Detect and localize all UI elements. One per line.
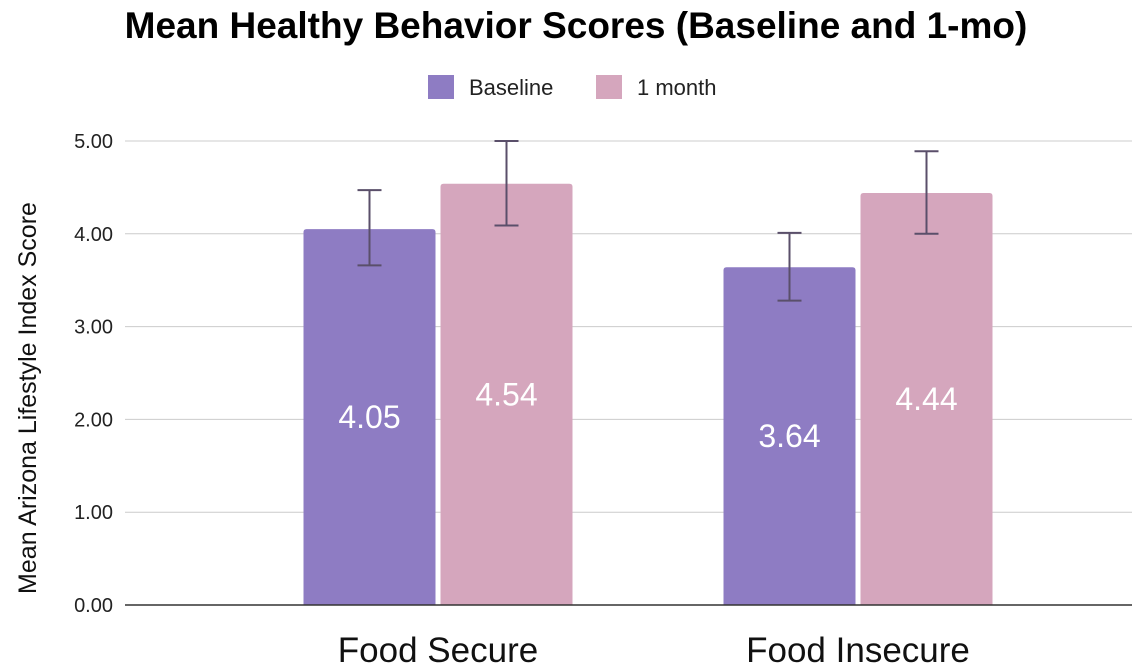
data-labels: 4.05 3.64 4.54 4.44 — [338, 376, 957, 454]
bar — [303, 229, 436, 605]
legend-label: Baseline — [469, 75, 553, 100]
category-label: Food Insecure — [746, 631, 970, 667]
error-bar — [914, 150, 939, 235]
y-tick-label: 1.00 — [74, 502, 113, 524]
y-tick-label: 4.00 — [74, 224, 113, 246]
category-labels: Food Secure Food Insecure — [338, 631, 970, 667]
y-tick-label: 0.00 — [74, 595, 113, 617]
y-axis-label: Mean Arizona Lifestyle Index Score — [14, 202, 42, 594]
chart-title: Mean Healthy Behavior Scores (Baseline a… — [125, 5, 1028, 46]
error-bar — [777, 231, 802, 302]
legend: Baseline 1 month — [428, 75, 717, 100]
y-tick-label: 5.00 — [74, 131, 113, 153]
bars — [303, 183, 993, 606]
data-label: 3.64 — [758, 418, 820, 454]
data-label: 4.44 — [895, 381, 957, 417]
category-label: Food Secure — [338, 631, 538, 667]
data-label: 4.54 — [475, 376, 537, 412]
legend-swatch — [596, 75, 622, 99]
y-tick-labels: 0.00 1.00 2.00 3.00 4.00 5.00 — [74, 131, 113, 617]
legend-swatch — [428, 75, 454, 99]
y-tick-label: 2.00 — [74, 409, 113, 431]
error-bar — [494, 140, 519, 227]
error-bar — [357, 189, 382, 267]
bar — [860, 192, 993, 605]
bar — [440, 183, 573, 606]
error-bars — [357, 140, 939, 302]
legend-label: 1 month — [637, 75, 717, 100]
bar — [723, 267, 856, 605]
data-label: 4.05 — [338, 399, 400, 435]
y-tick-label: 3.00 — [74, 317, 113, 339]
